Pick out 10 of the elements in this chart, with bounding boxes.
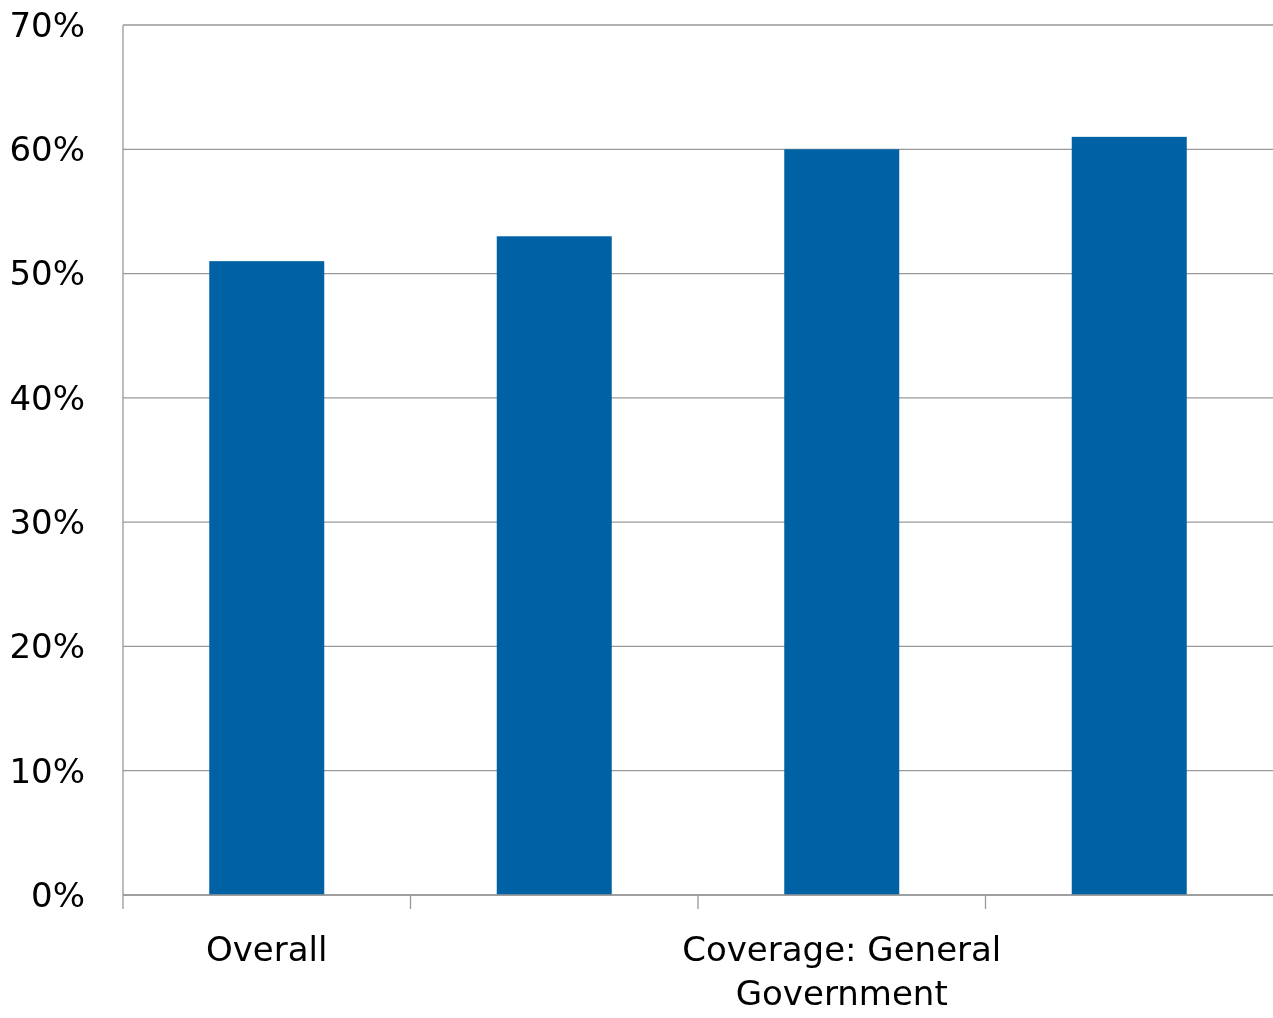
y-tick-label: 10% bbox=[9, 750, 85, 791]
y-tick-label: 40% bbox=[9, 377, 85, 418]
x-tick-label: Overall bbox=[205, 929, 328, 969]
x-tick-label: Coverage: General Government bbox=[682, 929, 1002, 1013]
y-tick-label: 20% bbox=[9, 626, 85, 667]
y-tick-label: 30% bbox=[9, 502, 85, 543]
y-tick-label: 60% bbox=[9, 129, 85, 170]
y-tick-label: 0% bbox=[31, 874, 85, 915]
y-tick-label: 70% bbox=[9, 4, 85, 45]
y-tick-label: 50% bbox=[9, 253, 85, 294]
